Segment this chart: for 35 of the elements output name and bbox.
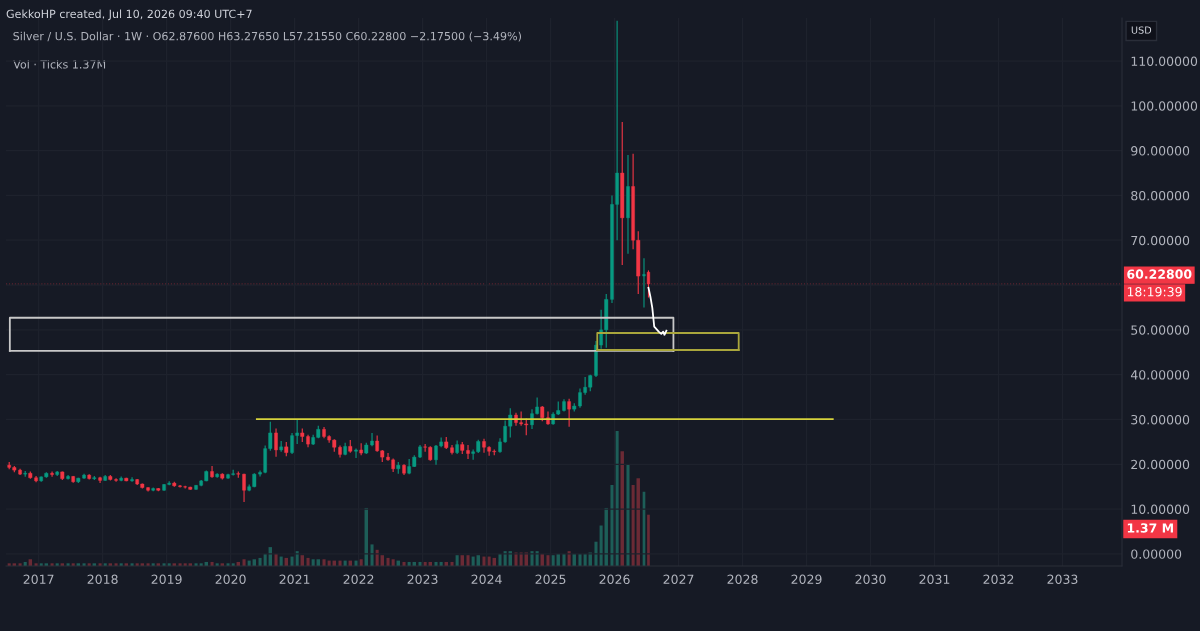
- y-tick-label: 80.00000: [1131, 190, 1190, 201]
- y-tick-label: 70.00000: [1131, 235, 1190, 246]
- y-tick-label: 0.00000: [1131, 549, 1182, 559]
- x-tick-label: 2031: [919, 574, 950, 585]
- y-tick-label: 50.00000: [1131, 325, 1190, 335]
- y-tick-label: 110.00000: [1131, 56, 1198, 66]
- x-tick-label: 2030: [855, 574, 886, 585]
- x-tick-label: 2026: [599, 574, 630, 585]
- x-tick-label: 2023: [407, 574, 438, 585]
- x-tick-label: 2028: [727, 574, 758, 585]
- x-tick-label: 2032: [983, 574, 1014, 585]
- y-tick-label: 100.00000: [1131, 101, 1198, 111]
- x-tick-label: 2020: [215, 574, 246, 585]
- text: Silver / U.S. Dollar · 1W · O62.87600 H63.27650 L57.21550 C60.22800 −2.17500 (−3.49%): [13, 31, 521, 42]
- text: 18:19:39: [1127, 287, 1182, 297]
- x-tick-label: 2027: [663, 574, 694, 585]
- y-tick-label: 10.00000: [1131, 504, 1190, 515]
- x-tick-label: 2019: [151, 574, 182, 585]
- y-tick-label: 90.00000: [1131, 146, 1190, 156]
- x-tick-label: 2022: [343, 574, 374, 585]
- ref-line-label: 60.22800: [1127, 269, 1192, 279]
- x-tick-label: 2024: [471, 574, 502, 585]
- y-tick-label: 30.00000: [1131, 414, 1190, 425]
- x-tick-label: 2018: [87, 574, 118, 585]
- y-tick-label: 40.00000: [1130, 370, 1190, 380]
- text: 1.37 M: [1127, 523, 1173, 533]
- annotation: GekkoHP created, Jul 10, 2026 09:40 UTC+7: [6, 9, 252, 21]
- x-tick-label: 2021: [279, 574, 310, 585]
- x-tick-label: 2017: [23, 574, 54, 585]
- y-tick-label: 20.00000: [1131, 459, 1190, 470]
- x-tick-label: 2025: [535, 574, 566, 585]
- x-tick-label: 2029: [791, 574, 822, 585]
- chart-title: Vol · Ticks 1.37M: [13, 59, 106, 69]
- y-axis-title: USD: [1131, 26, 1152, 34]
- x-tick-label: 2033: [1047, 574, 1078, 585]
